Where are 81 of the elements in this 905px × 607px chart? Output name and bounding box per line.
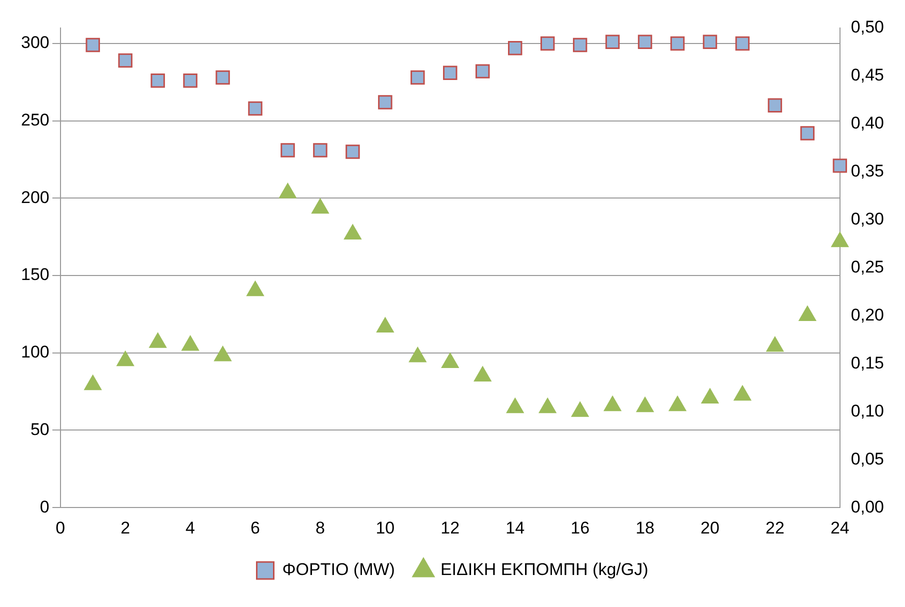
x-tick-label: 10 <box>376 518 395 538</box>
point <box>376 318 394 333</box>
point <box>279 183 296 198</box>
point <box>832 158 848 173</box>
point <box>670 36 685 51</box>
point <box>800 126 815 140</box>
point <box>539 398 556 414</box>
x-tick-label: 16 <box>570 518 590 538</box>
point <box>572 38 588 52</box>
y2-tick-label: 0,00 <box>850 497 884 516</box>
point <box>701 388 719 404</box>
x-tick-label: 14 <box>506 518 525 538</box>
y2-tick-label: 0,05 <box>850 449 884 468</box>
point <box>831 232 848 248</box>
y-tick-label: 100 <box>20 342 50 362</box>
x-tick-label: 20 <box>700 518 720 538</box>
point <box>702 34 718 50</box>
x-tick-label: 18 <box>636 518 654 538</box>
x-tick-label: 22 <box>765 518 784 538</box>
point <box>246 281 264 296</box>
y-tick-label: 250 <box>20 110 50 130</box>
point <box>183 73 198 88</box>
point <box>506 398 524 414</box>
point <box>605 34 620 50</box>
point <box>149 332 166 348</box>
y-tick-label: 300 <box>20 33 50 52</box>
x-tick-label: 24 <box>830 518 850 538</box>
point <box>216 70 230 85</box>
point <box>248 101 262 116</box>
y2-tick-label: 0,45 <box>850 66 884 85</box>
point <box>638 34 652 50</box>
x-tick-label: 0 <box>56 518 66 538</box>
point <box>280 143 295 158</box>
y2-tick-label: 0,15 <box>850 353 884 372</box>
point <box>84 375 102 390</box>
point <box>604 396 622 412</box>
y2-tick-label: 0,30 <box>850 210 884 229</box>
point <box>346 144 360 159</box>
point <box>734 386 752 401</box>
point <box>443 66 458 80</box>
point <box>409 347 426 362</box>
y-tick-label: 200 <box>20 188 50 207</box>
y-tick-label: 0 <box>40 497 50 516</box>
point <box>508 41 522 56</box>
point <box>735 36 750 51</box>
y2-tick-label: 0,10 <box>850 401 884 420</box>
point <box>150 73 165 88</box>
point <box>572 402 589 417</box>
y2-tick-label: 0,35 <box>850 162 884 181</box>
point <box>540 36 555 51</box>
point <box>636 397 654 412</box>
point <box>378 95 392 110</box>
point <box>410 70 425 85</box>
point <box>668 396 686 412</box>
point <box>766 336 784 352</box>
y-tick-label: 150 <box>20 265 50 284</box>
point <box>442 353 459 368</box>
x-tick-label: 6 <box>250 518 260 538</box>
y2-tick-label: 0,50 <box>850 18 884 37</box>
y2-tick-label: 0,25 <box>850 257 884 276</box>
point <box>116 351 134 366</box>
point <box>476 64 490 78</box>
point <box>182 336 199 351</box>
point <box>214 346 232 362</box>
y2-tick-label: 0,40 <box>850 114 884 133</box>
legend-label: ΦΟΡΤΙΟ (MW) <box>282 560 395 580</box>
point <box>86 38 100 52</box>
point <box>344 224 362 240</box>
point <box>798 306 816 322</box>
point <box>312 198 329 214</box>
x-tick-label: 8 <box>315 518 325 538</box>
y-tick-label: 50 <box>30 420 50 439</box>
point <box>313 143 328 158</box>
x-tick-label: 4 <box>186 518 196 538</box>
x-tick-label: 2 <box>120 518 130 538</box>
point <box>118 53 132 68</box>
point <box>768 98 782 112</box>
y2-tick-label: 0,20 <box>850 305 884 324</box>
point <box>474 366 492 382</box>
x-tick-label: 12 <box>440 518 460 538</box>
legend-label: ΕΙΔΙΚΗ ΕΚΠΟΜΠΗ (kg/GJ) <box>440 560 648 580</box>
